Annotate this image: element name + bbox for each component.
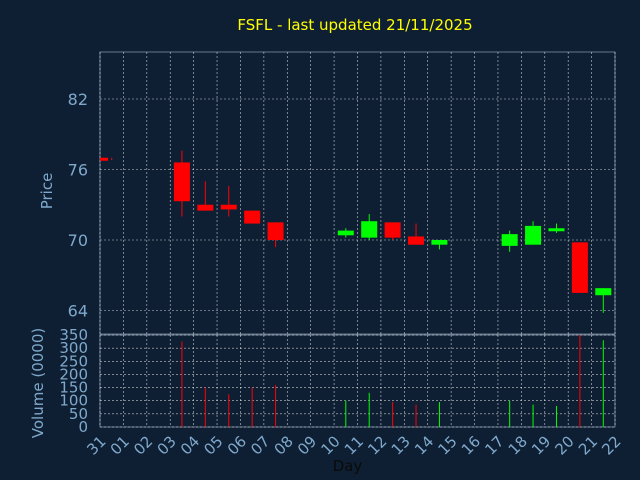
candle-11	[361, 214, 378, 240]
x-tick-label: 17	[481, 432, 507, 458]
x-tick-label: 03	[154, 432, 180, 458]
x-tick-label: 10	[317, 432, 343, 458]
candle-body	[595, 288, 612, 296]
x-tick-label: 15	[434, 432, 460, 458]
x-tick-label: 01	[107, 432, 133, 458]
price-panel: 64 70 76 82 Price	[38, 51, 616, 335]
volume-tick-label: 300	[59, 339, 88, 357]
candle-06	[244, 210, 261, 224]
x-tick-label: 20	[552, 432, 578, 458]
price-tick-label: 70	[68, 231, 88, 250]
x-tick-label: 04	[177, 432, 203, 458]
candle-04	[197, 181, 214, 211]
candle-body	[244, 210, 261, 224]
candle-body	[431, 240, 448, 245]
x-tick-label: 19	[528, 432, 554, 458]
candle-body	[408, 236, 425, 245]
x-tick-label: 18	[505, 432, 531, 458]
candle-body	[501, 234, 518, 246]
volume-axis-label: Volume (0000)	[29, 328, 47, 438]
volume-bars	[181, 335, 604, 427]
price-tick-label: 76	[68, 161, 88, 180]
volume-grid	[99, 334, 616, 428]
price-tick-label: 82	[68, 90, 88, 109]
candle-body	[337, 230, 354, 236]
candle-body	[267, 222, 284, 240]
candle-05	[220, 185, 237, 217]
volume-tick-label: 150	[59, 379, 88, 397]
x-tick-label: 07	[247, 432, 273, 458]
x-tick-label: 14	[411, 432, 437, 458]
candle-17	[501, 230, 518, 252]
candle-21	[595, 288, 612, 313]
price-tick-labels: 64 70 76 82	[68, 90, 88, 321]
price-tick-label: 64	[68, 302, 88, 321]
x-tick-label: 09	[294, 432, 320, 458]
x-tick-label: 21	[575, 432, 601, 458]
volume-tick-label: 50	[69, 405, 88, 423]
candle-07	[267, 222, 284, 248]
candle-body	[100, 157, 108, 161]
x-axis-label: Day	[333, 457, 363, 475]
candle-body	[197, 204, 214, 211]
price-candles	[100, 150, 612, 313]
candle-body	[220, 204, 237, 210]
x-tick-label: 11	[341, 432, 367, 458]
candle-20	[571, 242, 588, 293]
candle-body	[384, 222, 401, 238]
x-tick-label: 05	[200, 432, 226, 458]
x-tick-label: 06	[224, 432, 250, 458]
candle-14	[431, 240, 448, 250]
price-axis-label: Price	[38, 173, 56, 210]
x-tick-label: 16	[458, 432, 484, 458]
candle-body	[548, 228, 565, 232]
candle-12	[384, 222, 401, 240]
x-tick-label: 13	[388, 432, 414, 458]
candle-18	[525, 221, 542, 245]
candle-13	[408, 223, 425, 245]
x-tick-label: 08	[271, 432, 297, 458]
x-tick-label: 22	[598, 432, 624, 458]
volume-tick-label: 250	[59, 352, 88, 370]
candle-body	[525, 225, 542, 245]
volume-tick-label: 200	[59, 365, 88, 383]
candle-body	[361, 221, 378, 238]
x-tick-label: 12	[364, 432, 390, 458]
volume-tick-label: 350	[59, 326, 88, 344]
chart-title: FSFL - last updated 21/11/2025	[237, 16, 472, 34]
x-tick-label: 02	[130, 432, 156, 458]
x-tick-label: 31	[83, 432, 109, 458]
candle-10	[337, 228, 354, 238]
candle-body	[173, 162, 190, 202]
x-tick-labels: 3101020304050607080910111213141516171819…	[83, 432, 624, 458]
candle-03	[173, 150, 190, 217]
volume-tick-label: 100	[59, 392, 88, 410]
volume-tick-label: 0	[78, 418, 88, 436]
candle-31	[100, 157, 113, 161]
candle-body	[571, 242, 588, 293]
candle-19	[548, 223, 565, 233]
